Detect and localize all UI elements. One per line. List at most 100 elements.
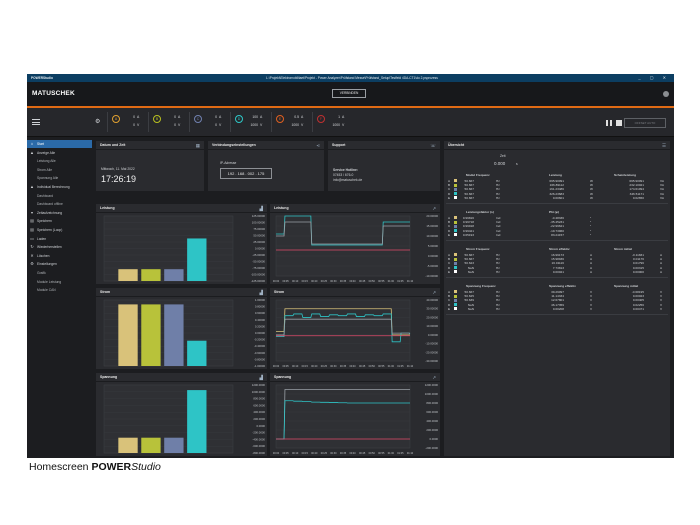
x-tick-label: 00:10 (292, 452, 299, 455)
sidebar-item-strom-alle[interactable]: Strom Alle (27, 166, 92, 174)
line-chart-icon[interactable]: ↗ (432, 290, 436, 295)
overview-cell: Hz (496, 265, 500, 270)
overview-cell: 16.01116 (551, 261, 564, 266)
overview-cell: B (448, 183, 451, 188)
y-tick-label: 200.0000 (426, 428, 438, 432)
sidebar-item-grafik[interactable]: Grafik (27, 269, 92, 277)
share-icon[interactable]: ⋖ (316, 143, 320, 148)
sidebar-item-wiederherstellen[interactable]: ↻ Wiederherstellen (27, 243, 92, 251)
overview-cell: NaN (467, 306, 474, 311)
channel-color-swatch (454, 257, 457, 261)
hamburger-menu-icon[interactable] (32, 119, 40, 125)
x-tick-label: 00:05 (282, 452, 289, 455)
connect-button[interactable]: VERBINDEN (332, 89, 366, 98)
y-tick-label: 30.00000 (426, 307, 438, 311)
overview-cell: D (448, 302, 451, 307)
sidebar-item-module-leistung[interactable]: Module Leistung (27, 278, 92, 286)
sidebar-item-anzeige-alle[interactable]: ▲ Anzeige Alle (27, 149, 92, 157)
y-tick-label: 1000.0000 (252, 390, 266, 394)
y-tick-label: 800.0000 (253, 397, 265, 401)
sidebar-item-l-schen[interactable]: ✕ Löschen (27, 252, 92, 260)
channel-voltage-unit: V (260, 123, 263, 127)
support-email[interactable]: info@matuschek.de (333, 178, 363, 182)
y-tick-label: -100.00000 (251, 273, 266, 277)
overview-cell: 50.667 (464, 290, 474, 294)
bar-chart-icon[interactable]: ▟ (259, 206, 263, 211)
overview-cell: E (448, 306, 451, 311)
x-tick-label: 00:40 (349, 365, 356, 368)
channel-e[interactable]: E 0.5 A 1000 V (271, 112, 311, 132)
sidebar-item-individual-berechnung[interactable]: ▲ Individual Berechnung (27, 183, 92, 191)
sidebar-item-icon: ✕ (30, 252, 34, 258)
overview-cell: 0.00315 (632, 265, 644, 270)
channel-color-swatch (454, 261, 457, 265)
support-hotline-label: Service Hotline: (333, 168, 358, 172)
gear-icon[interactable]: ⚙ (95, 119, 101, 125)
line-chart-icon[interactable]: ↗ (432, 206, 436, 211)
ip-address-field[interactable]: 192 . 168 . 002 . 175 (220, 168, 272, 179)
matuschek-logo: MATUSCHEK (32, 90, 75, 97)
overview-cell: W (590, 183, 593, 188)
bar-chart-icon[interactable]: ▟ (259, 290, 263, 295)
channel-color-swatch (454, 179, 457, 183)
y-tick-label: -30.00000 (425, 359, 438, 363)
panel-title: Übersicht (448, 143, 465, 147)
overview-cell: 0.01796 (632, 261, 644, 266)
overview-cell: ° (590, 216, 592, 220)
sidebar-item-speichern-loop-[interactable]: ▤ Speichern (Loop) (27, 226, 92, 234)
x-tick-label: 01:05 (397, 452, 404, 455)
channel-d[interactable]: D 100 A 1000 V (230, 112, 270, 132)
sidebar-item-icon: ▤ (30, 227, 34, 232)
sidebar-item-leistung-alle[interactable]: Leistung Alle (27, 157, 92, 165)
overview-cell: V (660, 294, 663, 299)
line-chart-icon[interactable]: ↗ (432, 375, 436, 380)
card-title: Verbindungseinstellungen (212, 143, 256, 147)
sidebar-item-dashboard-offline[interactable]: Dashboard offline (27, 200, 92, 208)
y-tick-label: -0.60000 (254, 351, 265, 355)
y-tick-label: -400.0000 (252, 437, 265, 441)
calendar-icon: ▦ (195, 143, 200, 148)
overview-cell: 50.667 (464, 191, 474, 196)
list-icon[interactable]: ☰ (661, 143, 666, 148)
user-icon[interactable] (663, 91, 669, 97)
overview-cell: C (448, 187, 451, 192)
phone-icon[interactable]: ☏ (430, 143, 436, 148)
channel-color-swatch (454, 270, 457, 274)
offset-auto-button[interactable]: OFFSET AUTO (624, 118, 666, 128)
overview-header: Leistung (549, 173, 562, 177)
stop-icon[interactable] (616, 120, 622, 126)
overview-cell: 50.623 (464, 261, 474, 266)
sidebar-item-dashboard[interactable]: Dashboard (27, 192, 92, 200)
sidebar-item-module-can[interactable]: Module CAN (27, 286, 92, 294)
sidebar-item-icon: ⚙ (30, 261, 34, 267)
overview-cell: 50.667 (464, 183, 474, 188)
sidebar-item-zeitaufzeichnung[interactable]: ▾ Zeitaufzeichnung (27, 209, 92, 217)
sidebar-item-laden[interactable]: ▭ Laden (27, 235, 92, 243)
section-divider (446, 240, 668, 241)
channel-current-value: 1 (338, 115, 340, 119)
overview-cell: Hz (496, 191, 500, 196)
overview-cell: 12.67801 (551, 298, 564, 303)
overview-cell: A (590, 253, 593, 257)
sidebar-item-einstellungen[interactable]: ⚙ Einstellungen (27, 260, 92, 268)
overview-cell: 46.17359 (551, 302, 564, 307)
channel-voltage-unit: V (301, 123, 304, 127)
y-tick-label: -0.80000 (254, 357, 265, 361)
sidebar-item-spannung-alle[interactable]: Spannung Alle (27, 174, 92, 182)
x-tick-label: 00:25 (321, 365, 328, 368)
y-tick-label: -125.00000 (251, 279, 266, 283)
sidebar-item-speichern[interactable]: ▤ Speichern (27, 217, 92, 225)
pause-icon[interactable] (606, 120, 612, 126)
sidebar-item-label: Spannung Alle (37, 176, 59, 181)
y-tick-label: 0.60000 (255, 311, 266, 315)
channel-voltage-value: 0 (133, 123, 135, 127)
window-controls[interactable]: _ ▢ ✕ (638, 75, 670, 80)
bar-chart-icon[interactable]: ▟ (259, 375, 263, 380)
sidebar-item-start[interactable]: ⌂ Start (27, 140, 92, 148)
x-tick-label: 00:55 (378, 280, 385, 283)
